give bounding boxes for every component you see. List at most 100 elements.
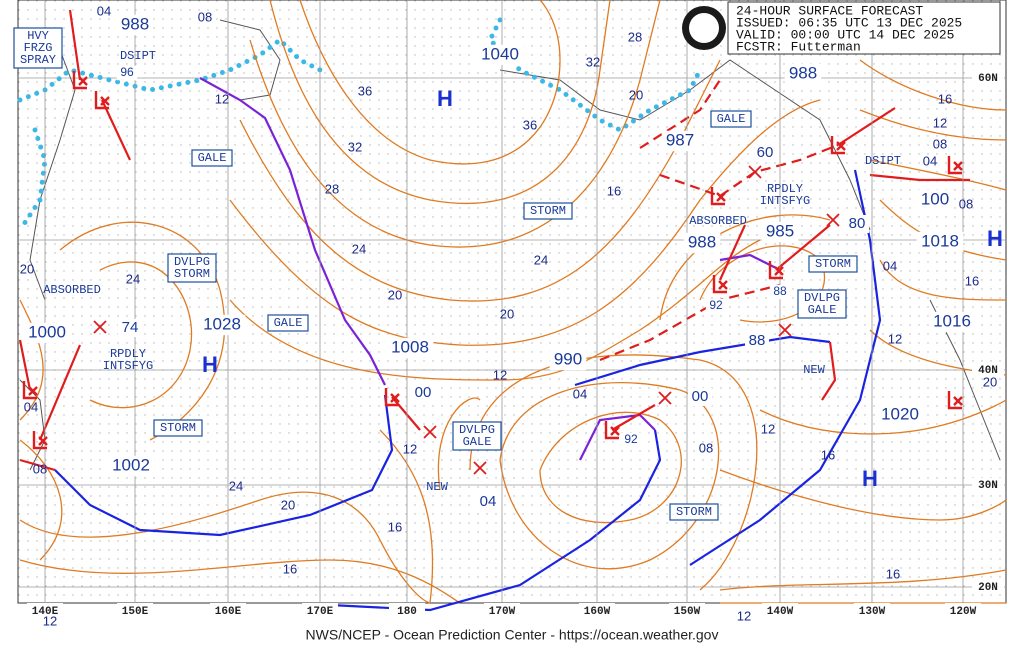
- isobar-label: 20: [281, 497, 295, 512]
- low-symbol: [94, 91, 110, 110]
- isobar-label: 08: [959, 196, 973, 211]
- isobar-label: 12: [493, 367, 507, 382]
- warning-label: DVLPG: [459, 423, 495, 437]
- status-label: RPDLY: [110, 347, 146, 361]
- isobar-label: 16: [938, 91, 952, 106]
- pressure-bg: [549, 349, 587, 371]
- isobar-label: 12: [888, 331, 902, 346]
- pressure-bg: [928, 311, 976, 333]
- forecast-position: [658, 391, 672, 405]
- title-line: FCSTR: Futterman: [736, 39, 861, 54]
- pressure-bg: [620, 432, 642, 448]
- low-symbol: [32, 431, 48, 450]
- pressure-bg: [876, 404, 924, 426]
- title-line: 24-HOUR SURFACE FORECAST: [736, 3, 923, 18]
- pressure-bg: [688, 388, 712, 406]
- warning-label-box: [13, 27, 63, 69]
- pressure-value: 988: [121, 14, 149, 33]
- pressure-value: 1028: [203, 314, 241, 333]
- pressure-value: 1000: [28, 322, 66, 341]
- isobar-label: 08: [198, 9, 212, 24]
- isobar-label: 32: [586, 54, 600, 69]
- isobar-label: 16: [388, 519, 402, 534]
- lon-label: 180: [397, 606, 417, 618]
- warning-label-box: [167, 253, 217, 283]
- low-symbol: [830, 136, 846, 155]
- isobar-label: 12: [761, 421, 775, 436]
- status-label: INTSFYG: [103, 359, 153, 373]
- warning-label-box: [523, 202, 573, 220]
- warning-label-box: [808, 255, 858, 273]
- warning-label-box: [153, 419, 203, 437]
- lon-label: 170W: [489, 606, 516, 618]
- isobar-label: 28: [628, 29, 642, 44]
- high-center: H: [437, 86, 453, 111]
- lon-label: 150E: [122, 606, 149, 618]
- isobar-label: 08: [933, 136, 947, 151]
- isobar-label: 16: [886, 566, 900, 581]
- warning-label: SPRAY: [20, 53, 56, 67]
- warning-label: FRZG: [24, 41, 53, 55]
- isobar-label: 24: [126, 271, 140, 286]
- warning-label: STORM: [174, 267, 210, 281]
- status-label: RPDLY: [767, 182, 803, 196]
- isobar-label: 12: [403, 441, 417, 456]
- status-label: NEW: [426, 480, 448, 494]
- pressure-bg: [23, 322, 71, 344]
- isobar-label: 20: [388, 287, 402, 302]
- lat-label: 30N: [978, 480, 998, 492]
- warning-label: STORM: [676, 505, 712, 519]
- lon-label: 130W: [859, 606, 886, 618]
- isobar-label: 04: [923, 153, 937, 168]
- low-symbol: [947, 156, 963, 175]
- forecast-position: [748, 165, 762, 179]
- warning-label: GALE: [717, 112, 746, 126]
- isobar-label: 04: [24, 399, 38, 414]
- lon-label-bg: [210, 603, 246, 617]
- low-symbol: [710, 187, 726, 206]
- warning-label-box: [267, 314, 309, 332]
- warning-label: HVY: [27, 29, 49, 43]
- warning-label: GALE: [808, 303, 837, 317]
- isobar-label: 20: [20, 261, 34, 276]
- pressure-value: 990: [554, 349, 582, 368]
- isobar-label: 32: [348, 139, 362, 154]
- isobar-label: 04: [573, 386, 587, 401]
- warning-label: GALE: [274, 316, 303, 330]
- pressure-bg: [116, 14, 154, 36]
- low-symbol: [22, 381, 38, 400]
- pressure-value: 92: [624, 432, 638, 446]
- lon-label: 140W: [767, 606, 794, 618]
- pressure-bg: [784, 63, 822, 85]
- pressure-value: 1040: [481, 44, 519, 63]
- pressure-bg: [916, 189, 954, 211]
- title-box: [727, 1, 1001, 55]
- fronts: [18, 9, 970, 612]
- pressure-bg: [769, 284, 791, 300]
- isobar-label: 08: [33, 461, 47, 476]
- low-symbol: [604, 421, 620, 440]
- low-symbol: [712, 275, 728, 294]
- lat-label-bg: [972, 478, 1004, 492]
- warning-label: STORM: [160, 421, 196, 435]
- lon-label-bg: [579, 603, 615, 617]
- lat-label: 60N: [978, 73, 998, 85]
- isobar-label: 36: [358, 83, 372, 98]
- isobar-label: 16: [821, 447, 835, 462]
- pressure-value: 985: [766, 221, 794, 240]
- pressure-bg: [705, 298, 727, 314]
- pressure-value: 00: [415, 384, 432, 401]
- high-center: H: [862, 466, 878, 491]
- pressure-value: 04: [480, 493, 497, 510]
- noaa-logo-inner: [689, 13, 719, 43]
- forecast-position: [423, 425, 437, 439]
- pressure-bg: [118, 319, 142, 337]
- warning-label: DVLPG: [804, 291, 840, 305]
- warning-label-box: [452, 421, 502, 451]
- pressure-bg: [845, 215, 869, 233]
- isobar-label: 12: [933, 115, 947, 130]
- pressure-bg: [761, 221, 799, 243]
- isobar-label: 12: [43, 613, 57, 628]
- title-line: VALID: 00:00 UTC 14 DEC 2025: [736, 27, 954, 42]
- lon-label: 150W: [674, 606, 701, 618]
